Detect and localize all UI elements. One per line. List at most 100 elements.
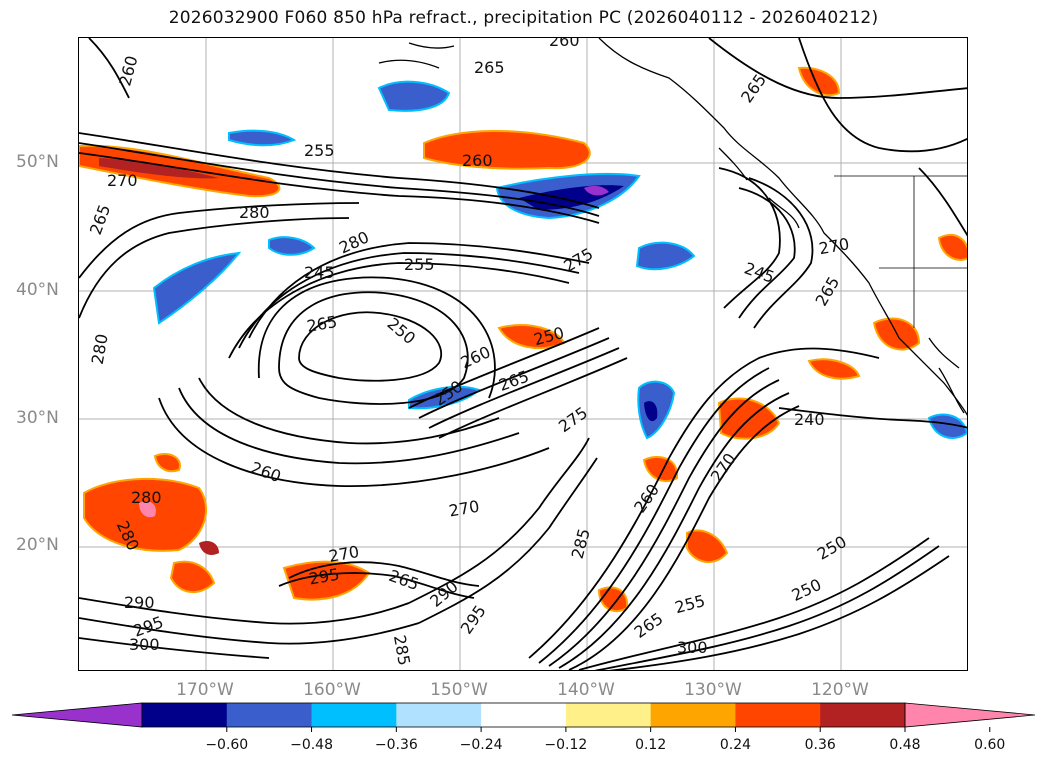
precip-patch <box>408 385 481 410</box>
contour-label: 255 <box>673 591 707 617</box>
contour-label: 300 <box>677 638 708 657</box>
refractivity-contours <box>79 38 967 670</box>
precip-patch <box>199 541 219 555</box>
colorbar-tick-label: 0.48 <box>889 737 921 753</box>
contour-label: 270 <box>447 497 480 521</box>
precip-patch <box>642 456 679 483</box>
contour-label: 265 <box>305 312 338 336</box>
precip-patch <box>99 158 219 179</box>
colorbar-bin <box>311 703 397 727</box>
colorbar-bin <box>396 703 482 727</box>
precip-patch <box>644 401 658 422</box>
colorbar-tick-label: −0.48 <box>290 737 333 753</box>
contour-line <box>278 572 475 599</box>
contour-label: 260 <box>115 54 141 88</box>
precip-patch <box>377 80 451 112</box>
precip-patch <box>686 529 729 563</box>
colorbar-bin <box>481 703 567 727</box>
contour-label: 285 <box>568 526 594 560</box>
precip-patch <box>139 501 156 518</box>
contour-line <box>718 167 781 309</box>
contour-line <box>298 311 442 382</box>
contour-line <box>288 561 480 587</box>
map-plot-area[interactable]: 260 265 260 265 255 260 270 265 280 280 … <box>78 37 968 671</box>
contour-label: 285 <box>390 634 414 667</box>
precip-patch <box>927 413 967 439</box>
contour-label: 260 <box>248 458 283 486</box>
contour-line <box>79 202 360 279</box>
coastline-island <box>408 42 455 49</box>
contour-line <box>608 555 950 670</box>
contour-line <box>538 367 770 664</box>
lon-label-150w: 150°W <box>430 680 488 700</box>
lon-label-130w: 130°W <box>684 680 742 700</box>
contour-line <box>79 217 350 319</box>
lat-label-20n: 20°N <box>16 535 59 555</box>
coastline-baja <box>928 337 965 414</box>
contour-line <box>418 337 610 419</box>
contour-label: 255 <box>404 255 435 274</box>
contour-label: 295 <box>131 612 166 640</box>
contour-label: 260 <box>462 151 493 170</box>
precip-patch <box>635 241 696 271</box>
contour-line <box>228 262 570 359</box>
colorbar-frame <box>141 702 906 728</box>
contour-label: 250 <box>384 314 420 348</box>
lat-label-50n: 50°N <box>16 152 59 172</box>
precip-patch <box>152 251 242 325</box>
contour-line <box>778 407 967 429</box>
contour-line <box>418 457 598 624</box>
contour-line <box>158 397 550 488</box>
contour-line <box>79 142 600 217</box>
contour-line <box>438 357 628 439</box>
contour-line <box>278 291 469 405</box>
coastline <box>378 38 967 416</box>
map-canvas: 260 265 260 265 255 260 270 265 280 280 … <box>79 38 967 670</box>
colorbar-bin <box>735 703 821 727</box>
lon-label-120w: 120°W <box>811 680 869 700</box>
contour-line <box>258 276 496 399</box>
contour-label: 280 <box>88 332 112 365</box>
precip-patch <box>153 452 181 473</box>
contour-label: 265 <box>496 367 531 395</box>
colorbar-bin <box>142 703 228 727</box>
precip-patch <box>169 560 216 593</box>
contour-line <box>528 347 880 659</box>
colorbar <box>11 702 1036 732</box>
contour-label: 270 <box>707 450 740 486</box>
coastline-island <box>378 59 440 69</box>
lat-label-40n: 40°N <box>16 280 59 300</box>
contour-label: 280 <box>239 203 270 222</box>
lon-label-170w: 170°W <box>176 680 234 700</box>
contour-label: 260 <box>630 480 663 516</box>
contour-line <box>428 347 620 429</box>
colorbar-bin <box>650 703 736 727</box>
colorbar-tick-label: 0.36 <box>804 737 836 753</box>
precip-shading <box>79 66 967 613</box>
contour-line <box>178 387 520 465</box>
contour-line <box>708 38 967 99</box>
contour-line <box>79 597 410 625</box>
contour-line <box>408 327 600 409</box>
colorbar-tick-label: −0.60 <box>205 737 249 753</box>
colorbar-tick-label: 0.12 <box>635 737 667 753</box>
contour-line <box>79 637 270 659</box>
contour-label: 240 <box>794 410 825 429</box>
contour-line <box>558 392 790 669</box>
contour-label: 250 <box>789 575 825 605</box>
lat-label-30n: 30°N <box>16 408 59 428</box>
contour-line <box>798 38 967 153</box>
contour-line <box>408 437 590 604</box>
colorbar-bin <box>565 703 652 727</box>
colorbar-bin <box>226 703 313 727</box>
contour-label: 290 <box>124 593 155 612</box>
colorbar-tick-label: −0.24 <box>459 737 503 753</box>
contour-label: 245 <box>304 263 335 282</box>
contour-label: 265 <box>631 609 667 642</box>
contour-line <box>79 152 600 224</box>
colorbar-tick-label: 0.24 <box>719 737 752 753</box>
lon-label-140w: 140°W <box>557 680 615 700</box>
contour-line <box>79 132 600 209</box>
contour-line <box>88 38 130 99</box>
contour-label: 295 <box>457 602 490 638</box>
